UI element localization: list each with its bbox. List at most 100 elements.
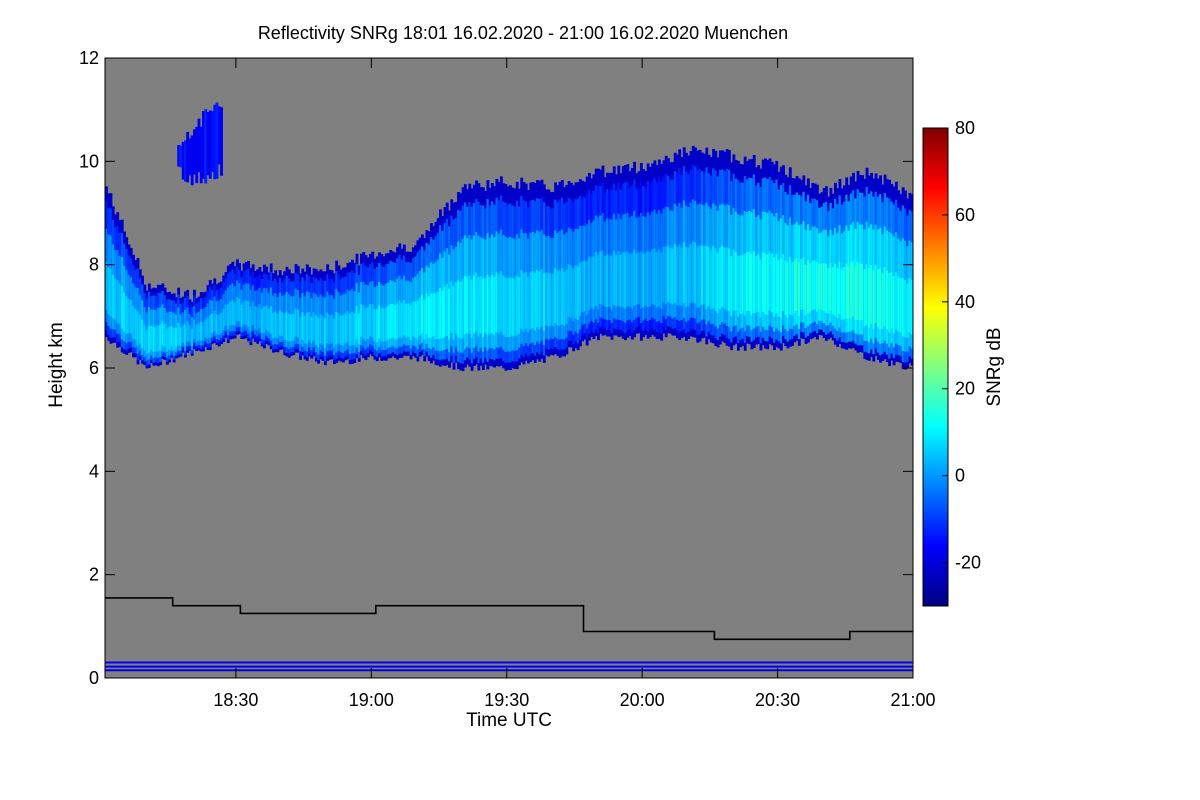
cloud-column-segment: [265, 305, 269, 331]
cloud-column-segment: [159, 325, 163, 351]
cloud-column-segment: [809, 263, 813, 312]
cloud-column-segment: [872, 269, 876, 329]
cloud-column-segment: [461, 279, 465, 339]
cloud-column-segment: [373, 309, 377, 342]
cloud-column-segment: [858, 263, 862, 321]
cloud-column-segment: [669, 247, 673, 303]
cloud-column-segment: [129, 300, 133, 334]
cloud-column-segment: [581, 261, 585, 313]
cloud-column-segment: [179, 327, 183, 347]
cloud-column-segment: [502, 275, 506, 335]
cloud-column-segment: [624, 252, 627, 309]
cloud-column-segment: [290, 314, 293, 341]
upper-cloud-column: [188, 138, 192, 176]
cloud-column-segment: [177, 322, 181, 345]
cloud-column-segment: [716, 252, 720, 314]
cloud-column-segment: [619, 254, 623, 308]
cloud-column-segment: [739, 255, 743, 315]
cloud-column-segment: [648, 252, 652, 307]
y-tick-label: 4: [89, 461, 99, 481]
cloud-column-segment: [515, 275, 519, 336]
cloud-column-segment: [592, 256, 596, 310]
cloud-column-segment: [603, 256, 607, 307]
cloud-column-segment: [326, 312, 330, 344]
cloud-column-segment: [793, 260, 797, 313]
cloud-column-segment: [398, 300, 402, 338]
cloud-column-segment: [407, 303, 411, 337]
cloud-column-segment: [567, 264, 571, 318]
cloud-column-segment: [497, 274, 501, 334]
boundary-layer-height-line: [105, 597, 913, 641]
cloud-column-segment: [111, 274, 115, 319]
cloud-column-segment: [269, 306, 273, 334]
cloud-column-segment: [660, 252, 664, 309]
cloud-column-segment: [125, 296, 129, 334]
cloud-column-segment: [863, 268, 867, 327]
colorbar-tick-label: 0: [955, 466, 965, 486]
cloud-column-segment: [759, 259, 763, 318]
cloud-column-segment: [538, 271, 542, 330]
cloud-column-segment: [493, 276, 497, 335]
cloud-column-segment: [608, 254, 612, 308]
cloud-column-segment: [664, 246, 668, 305]
cloud-column-segment: [694, 242, 697, 304]
cloud-column-segment: [748, 251, 752, 311]
upper-cloud-column: [208, 110, 212, 179]
cloud-column-segment: [249, 306, 253, 332]
cloud-column-segment: [741, 255, 745, 314]
cloud-column-segment: [355, 305, 359, 340]
cloud-column-segment: [840, 268, 844, 320]
cloud-column-segment: [107, 267, 111, 315]
upper-cloud-column: [213, 104, 217, 180]
cloud-column-segment: [430, 293, 433, 339]
cloud-column-segment: [445, 283, 449, 336]
x-tick-label: 19:00: [349, 690, 394, 710]
cloud-column-segment: [879, 269, 883, 329]
cloud-column-segment: [615, 254, 618, 307]
cloud-column-segment: [897, 276, 901, 332]
cloud-column-segment: [617, 251, 621, 307]
cloud-column-segment: [384, 307, 388, 342]
cloud-column-segment: [511, 277, 515, 336]
cloud-column-segment: [197, 323, 201, 341]
cloud-column-segment: [630, 253, 634, 309]
cloud-column-segment: [585, 261, 589, 316]
cloud-column-segment: [141, 319, 144, 348]
cloud-column-segment: [599, 251, 603, 305]
cloud-column-segment: [655, 252, 659, 308]
cloud-column-segment: [299, 316, 302, 345]
colorbar-tick-label: 60: [955, 205, 975, 225]
cloud-column-segment: [657, 249, 661, 307]
cloud-column-segment: [784, 260, 788, 316]
cloud-column-segment: [443, 286, 447, 338]
cloud-column-segment: [472, 275, 476, 334]
cloud-column-segment: [183, 324, 187, 346]
cloud-column-segment: [806, 260, 810, 313]
cloud-column-segment: [278, 310, 282, 336]
cloud-column-segment: [847, 266, 851, 319]
cloud-column-segment: [168, 327, 172, 350]
cloud-column-segment: [824, 263, 828, 314]
cloud-column-segment: [736, 255, 740, 317]
cloud-column-segment: [813, 260, 817, 310]
cloud-column-segment: [680, 247, 684, 306]
cloud-column-segment: [750, 254, 754, 316]
cloud-column-segment: [576, 266, 580, 320]
cloud-column-segment: [202, 321, 205, 341]
cloud-column-segment: [312, 312, 316, 341]
cloud-column-segment: [170, 325, 174, 347]
cloud-column-segment: [587, 256, 591, 311]
cloud-column-segment: [262, 306, 266, 334]
cloud-column-segment: [883, 266, 887, 326]
cloud-column-segment: [687, 247, 691, 306]
cloud-column-segment: [132, 306, 135, 339]
colorbar-tick-label: 20: [955, 379, 975, 399]
cloud-column-segment: [633, 249, 636, 306]
cloud-column-segment: [743, 253, 747, 316]
cloud-column-segment: [908, 278, 912, 333]
cloud-column-segment: [590, 257, 594, 309]
cloud-column-segment: [666, 245, 670, 302]
cloud-column-segment: [393, 305, 397, 339]
cloud-column-segment: [795, 258, 799, 312]
cloud-column-segment: [466, 276, 469, 333]
